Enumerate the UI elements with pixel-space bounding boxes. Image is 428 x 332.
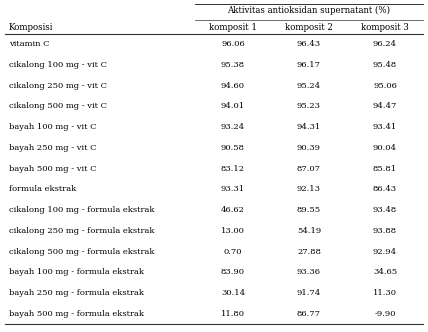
Text: 11.80: 11.80	[221, 310, 245, 318]
Text: cikalong 100 mg - formula ekstrak: cikalong 100 mg - formula ekstrak	[9, 206, 155, 214]
Text: 96.06: 96.06	[221, 41, 245, 48]
Text: 95.23: 95.23	[297, 103, 321, 111]
Text: 91.74: 91.74	[297, 289, 321, 297]
Text: 96.24: 96.24	[373, 41, 397, 48]
Text: 93.24: 93.24	[221, 123, 245, 131]
Text: 90.04: 90.04	[373, 144, 397, 152]
Text: -9.90: -9.90	[374, 310, 396, 318]
Text: vitamin C: vitamin C	[9, 41, 50, 48]
Text: komposit 1: komposit 1	[209, 23, 257, 32]
Text: 96.17: 96.17	[297, 61, 321, 69]
Text: 93.41: 93.41	[373, 123, 397, 131]
Text: cikalong 250 mg - formula ekstrak: cikalong 250 mg - formula ekstrak	[9, 227, 155, 235]
Text: 94.31: 94.31	[297, 123, 321, 131]
Text: 85.81: 85.81	[373, 165, 397, 173]
Text: 54.19: 54.19	[297, 227, 321, 235]
Text: 93.88: 93.88	[373, 227, 397, 235]
Text: 27.88: 27.88	[297, 247, 321, 256]
Text: 95.38: 95.38	[221, 61, 245, 69]
Text: 94.60: 94.60	[221, 82, 245, 90]
Text: 95.48: 95.48	[373, 61, 397, 69]
Text: 94.01: 94.01	[221, 103, 245, 111]
Text: cikalong 500 mg - formula ekstrak: cikalong 500 mg - formula ekstrak	[9, 247, 155, 256]
Text: bayah 100 mg - formula ekstrak: bayah 100 mg - formula ekstrak	[9, 268, 144, 276]
Text: bayah 250 mg - formula ekstrak: bayah 250 mg - formula ekstrak	[9, 289, 144, 297]
Text: 95.06: 95.06	[373, 82, 397, 90]
Text: 94.47: 94.47	[373, 103, 397, 111]
Text: 34.65: 34.65	[373, 268, 397, 276]
Text: 0.70: 0.70	[224, 247, 242, 256]
Text: komposit 2: komposit 2	[285, 23, 333, 32]
Text: 87.07: 87.07	[297, 165, 321, 173]
Text: 83.90: 83.90	[221, 268, 245, 276]
Text: 30.14: 30.14	[221, 289, 245, 297]
Text: 13.00: 13.00	[221, 227, 245, 235]
Text: 93.31: 93.31	[221, 185, 245, 193]
Text: bayah 500 mg - formula ekstrak: bayah 500 mg - formula ekstrak	[9, 310, 144, 318]
Text: cikalong 100 mg - vit C: cikalong 100 mg - vit C	[9, 61, 107, 69]
Text: Aktivitas antioksidan supernatant (%): Aktivitas antioksidan supernatant (%)	[227, 5, 391, 15]
Text: bayah 500 mg - vit C: bayah 500 mg - vit C	[9, 165, 96, 173]
Text: 46.62: 46.62	[221, 206, 245, 214]
Text: 83.12: 83.12	[221, 165, 245, 173]
Text: formula ekstrak: formula ekstrak	[9, 185, 76, 193]
Text: 11.30: 11.30	[373, 289, 397, 297]
Text: 92.94: 92.94	[373, 247, 397, 256]
Text: bayah 250 mg - vit C: bayah 250 mg - vit C	[9, 144, 96, 152]
Text: cikalong 500 mg - vit C: cikalong 500 mg - vit C	[9, 103, 107, 111]
Text: 90.58: 90.58	[221, 144, 245, 152]
Text: bayah 100 mg - vit C: bayah 100 mg - vit C	[9, 123, 96, 131]
Text: 93.48: 93.48	[373, 206, 397, 214]
Text: 96.43: 96.43	[297, 41, 321, 48]
Text: cikalong 250 mg - vit C: cikalong 250 mg - vit C	[9, 82, 107, 90]
Text: Komposisi: Komposisi	[9, 23, 54, 32]
Text: 93.36: 93.36	[297, 268, 321, 276]
Text: 95.24: 95.24	[297, 82, 321, 90]
Text: 86.77: 86.77	[297, 310, 321, 318]
Text: 89.55: 89.55	[297, 206, 321, 214]
Text: 92.13: 92.13	[297, 185, 321, 193]
Text: 86.43: 86.43	[373, 185, 397, 193]
Text: komposit 3: komposit 3	[361, 23, 409, 32]
Text: 90.39: 90.39	[297, 144, 321, 152]
